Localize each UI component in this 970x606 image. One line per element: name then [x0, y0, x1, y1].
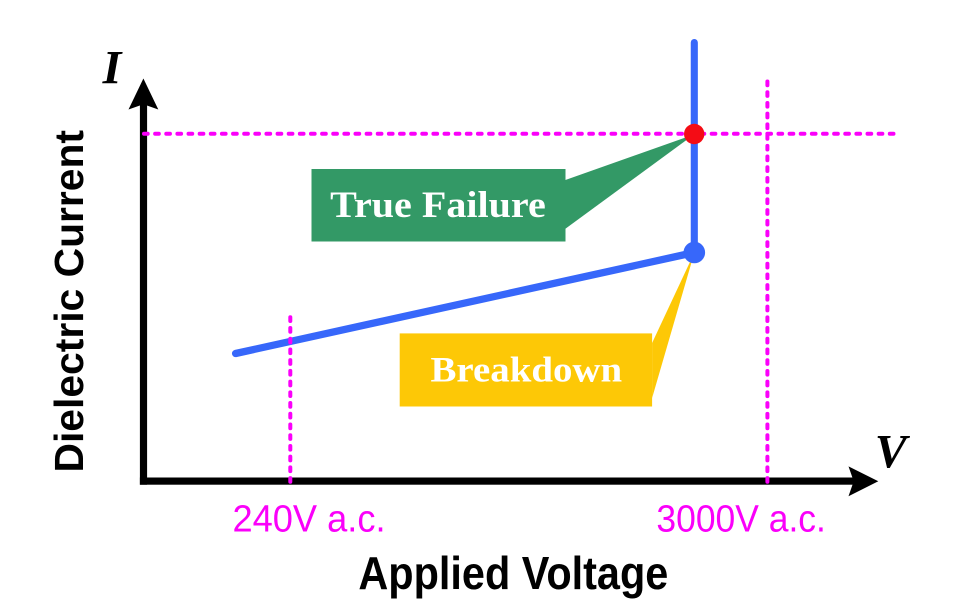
svg-text:V: V	[875, 426, 911, 479]
svg-text:I: I	[102, 42, 124, 95]
svg-text:240V a.c.: 240V a.c.	[233, 498, 386, 540]
svg-text:True Failure: True Failure	[330, 184, 546, 225]
svg-text:Breakdown: Breakdown	[431, 350, 623, 390]
svg-text:3000V a.c.: 3000V a.c.	[656, 498, 826, 540]
svg-text:Dielectric Current: Dielectric Current	[46, 130, 92, 473]
svg-text:Applied Voltage: Applied Voltage	[358, 547, 668, 599]
